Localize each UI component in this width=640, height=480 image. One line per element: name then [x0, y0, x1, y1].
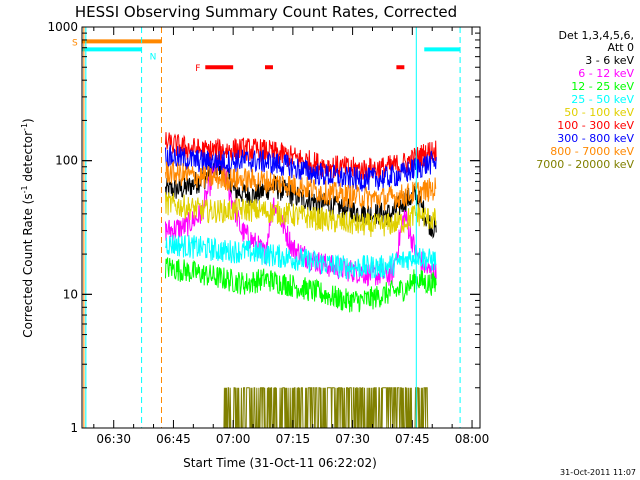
legend-entry-7: 300 - 800 keV: [557, 132, 634, 145]
y-tick-label: 10: [63, 287, 78, 301]
legend-entry-9: 7000 - 20000 keV: [536, 158, 634, 171]
y-axis-label-main: Corrected Count Rate (s: [21, 193, 35, 337]
x-axis-label: Start Time (31-Oct-11 06:22:02): [183, 456, 377, 470]
x-tick-label: 07:15: [276, 432, 311, 446]
series-line-4: [165, 235, 437, 280]
x-tick-label: 06:45: [156, 432, 191, 446]
legend-entry-8: 800 - 7000 keV: [550, 145, 634, 158]
x-tick-label: 06:30: [96, 432, 131, 446]
legend-entry-5: 50 - 100 keV: [564, 106, 634, 119]
y-axis-label: Corrected Count Rate (s-1 detector-1): [20, 118, 35, 337]
series-line-7: [165, 144, 437, 192]
x-tick-label: 07:45: [395, 432, 430, 446]
chart-title: HESSI Observing Summary Count Rates, Cor…: [75, 3, 457, 21]
legend-header-line-2: Att 0: [608, 41, 634, 54]
flag-layer: S N F: [72, 38, 461, 74]
y-axis-label-mid: detector: [21, 131, 35, 186]
y-tick-label: 1000: [47, 20, 78, 34]
flag-label-N: N: [150, 52, 157, 62]
y-tick-label: 100: [55, 154, 78, 168]
vline-layer: [83, 27, 461, 428]
x-tick-label: 08:00: [455, 432, 490, 446]
series-layer: [165, 132, 437, 429]
series-line-3: [165, 257, 437, 313]
series-line-8: [165, 161, 437, 211]
y-tick-label: 1: [70, 421, 78, 435]
legend-entry-1: 3 - 6 keV: [585, 54, 634, 67]
y-axis-label-sup2: -1: [20, 123, 29, 131]
flag-label-F: F: [195, 64, 200, 74]
y-axis-label-end: ): [21, 118, 35, 123]
y-axis-label-sup1: -1: [20, 185, 29, 193]
legend-entry-3: 12 - 25 keV: [571, 80, 634, 93]
series-line-6: [165, 132, 437, 181]
flag-label-S: S: [72, 38, 78, 48]
x-axis: 06:30 06:45 07:00 07:15 07:30 07:45 08:00: [93, 27, 490, 446]
series-line-5: [165, 192, 437, 238]
y-axis: 1 10 100 1000: [47, 20, 480, 435]
legend-entry-4: 25 - 50 keV: [571, 93, 634, 106]
legend-header-line-1: Det 1,3,4,5,6,: [558, 29, 634, 42]
x-tick-label: 07:30: [335, 432, 370, 446]
legend-entry-2: 6 - 12 keV: [578, 67, 634, 80]
legend-entry-6: 100 - 300 keV: [557, 119, 634, 132]
generated-timestamp: 31-Oct-2011 11:07: [560, 468, 636, 477]
plot-frame: [81, 26, 481, 429]
series-line-9: [221, 387, 429, 429]
x-tick-label: 07:00: [216, 432, 251, 446]
